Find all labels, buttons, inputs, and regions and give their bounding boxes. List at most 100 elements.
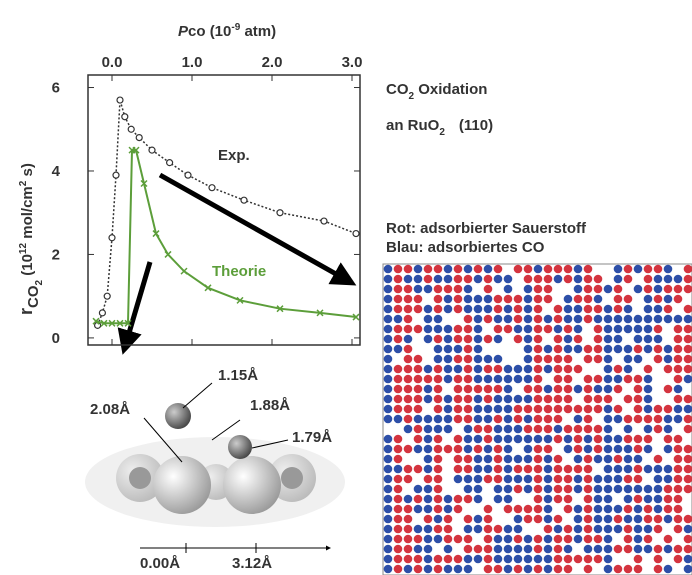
lattice-site [444,285,453,294]
lattice-site [524,485,533,494]
lattice-site [584,455,593,464]
lattice-site [434,485,443,494]
lattice-site [444,405,453,414]
lattice-site [604,535,613,544]
lattice-site [614,275,623,284]
lattice-site [674,365,683,374]
lattice-site [474,375,483,384]
lattice-site [424,315,433,324]
lattice-site [674,325,683,334]
lattice-site [484,435,493,444]
bond-label: 1.79Å [292,429,332,446]
lattice-site [494,315,503,324]
lattice-site [674,405,683,414]
lattice-site [644,545,653,554]
lattice-site [464,355,473,364]
lattice-site [434,515,443,524]
lattice-site [604,505,613,514]
lattice-site [504,405,513,414]
title-part: CO [386,81,409,98]
lattice-site [394,465,403,474]
lattice-site [614,525,623,534]
lattice-site [444,365,453,374]
lattice-site [384,265,393,274]
lattice-site [514,305,523,314]
lattice-site [454,305,463,314]
lattice-site [454,325,463,334]
lattice-site [634,535,643,544]
lattice-site [684,315,692,324]
lattice-site [544,295,553,304]
lattice-site [494,365,503,374]
lattice-site [634,325,643,334]
lattice-site [524,405,533,414]
lattice-site [654,305,663,314]
lattice-site [554,425,563,434]
lattice-site [674,295,683,304]
lattice-site [394,285,403,294]
lattice-site [684,455,692,464]
lattice-site [494,455,503,464]
lattice-site [674,505,683,514]
lattice-site [464,385,473,394]
lattice-site [464,285,473,294]
lattice-site [544,355,553,364]
lattice-site [644,285,653,294]
lattice-site [504,495,513,504]
lattice-site [414,265,423,274]
lattice-site [544,435,553,444]
lattice-site [484,545,493,554]
lattice-site [494,325,503,334]
lattice-site [504,445,513,454]
lattice-site [464,335,473,344]
lattice-site [564,265,573,274]
lattice-site [564,335,573,344]
lattice-site [424,265,433,274]
lattice-site [614,415,623,424]
lattice-site [464,565,473,574]
lattice-site [584,305,593,314]
lattice-site [434,305,443,314]
lattice-site [464,345,473,354]
lattice-site [394,515,403,524]
lattice-site [444,555,453,564]
lattice-site [404,475,413,484]
lattice-site [394,365,403,374]
lattice-site [634,395,643,404]
lattice-site [424,525,433,534]
lattice-site [624,275,633,284]
lattice-site [534,375,543,384]
lattice-site [404,325,413,334]
lattice-site [584,495,593,504]
lattice-site [394,565,403,574]
lattice-site [534,305,543,314]
title-part: Oxidation [414,81,487,98]
lattice-site [684,535,692,544]
lattice-site [384,275,393,284]
lattice-site [494,495,503,504]
lattice-site [504,425,513,434]
lattice-site [434,525,443,534]
lattice-site [484,455,493,464]
lattice-site [624,395,633,404]
lattice-site [394,375,403,384]
lattice-site [584,465,593,474]
lattice-site [484,535,493,544]
lattice-site [394,345,403,354]
lattice-site [664,515,673,524]
lattice-site [474,305,483,314]
lattice-site [544,475,553,484]
lattice-site [624,295,633,304]
lattice-site [384,565,393,574]
y-tick-label: 0 [52,330,60,347]
lattice-site [684,305,692,314]
lattice-site [684,425,692,434]
lattice-site [684,335,692,344]
lattice-site [604,555,613,564]
lattice-site [654,325,663,334]
lattice-site [494,295,503,304]
lattice-site [644,325,653,334]
lattice-site [414,485,423,494]
lattice-site [534,385,543,394]
lattice-site [384,465,393,474]
